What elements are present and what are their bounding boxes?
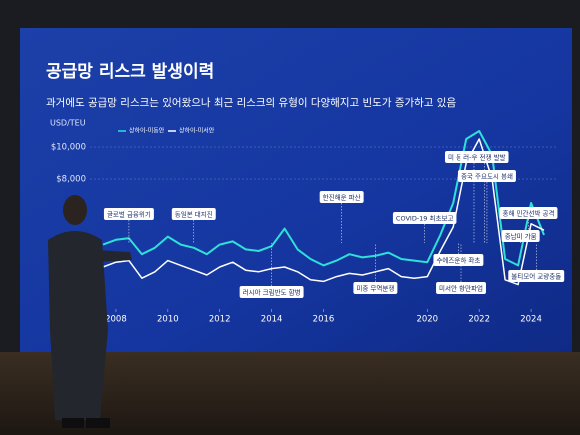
annotation-text: 볼티모어 교량충돌	[511, 272, 561, 281]
annotation-box	[239, 286, 304, 298]
annotation-box	[171, 208, 216, 220]
annotation: 미서안 항만파업	[436, 243, 486, 294]
annotation-box	[433, 254, 484, 266]
annotation-box	[457, 170, 516, 182]
annotation-text: 중국 주요도시 봉쇄	[461, 172, 513, 181]
y-axis-label: USD/TEU	[50, 119, 86, 128]
y-tick-label: $8,000	[56, 175, 86, 185]
title: 공급망 리스크 발생이력	[46, 62, 214, 82]
legend-label: 상하이-미동안	[129, 127, 165, 135]
annotation-box	[319, 191, 364, 203]
annotation-text: 미중 무역분쟁	[356, 284, 394, 293]
annotation-box	[501, 230, 540, 242]
annotation: 글로벌 금융위기	[103, 208, 154, 243]
annotation-text: 한진해운 파산	[323, 193, 361, 202]
annotation: 미중 무역분쟁	[353, 243, 398, 294]
annotation-box	[499, 207, 558, 219]
annotation: 러-우 전쟁 발발	[460, 151, 509, 243]
annotation-box	[392, 212, 457, 224]
annotation-box	[103, 208, 154, 220]
annotation-text: 러시아 크림반도 합병	[243, 288, 301, 297]
annotation-box	[353, 282, 398, 294]
x-tick-label: 2020	[416, 315, 438, 325]
y-tick-label: $10,000	[51, 143, 86, 153]
x-tick-label: 2008	[105, 315, 127, 325]
x-tick-label: 2014	[261, 315, 283, 325]
annotation-text: COVID-19 최초보고	[396, 214, 454, 223]
annotation: 동일본 대지진	[171, 208, 216, 243]
plot: $8,000 $10,000 2008 2010 2012 2014 2016 2020 202…	[51, 127, 565, 325]
annotation-box	[436, 282, 486, 294]
annotation: COVID-19 최초보고	[392, 212, 457, 243]
subtitle: 과거에도 공급망 리스크는 있어왔으나 최근 리스크의 유형이 다양해지고 빈도…	[46, 96, 456, 109]
annotation-box	[460, 151, 509, 163]
annotation-text: 중남미 가뭄	[505, 232, 537, 241]
annotation-text: 수에즈운하 좌초	[436, 256, 480, 265]
annotation: 중국 주요도시 봉쇄	[457, 170, 516, 243]
series-line	[102, 130, 545, 267]
x-tick-label: 2016	[313, 315, 335, 325]
x-tick-label: 2012	[209, 315, 231, 325]
annotation: 볼티모어 교량충돌	[508, 243, 565, 282]
annotation: 한진해운 파산	[319, 191, 364, 243]
annotation-text: 글로벌 금융위기	[107, 210, 151, 219]
annotation: 중남미 가뭄	[501, 230, 540, 243]
annotation-text: 홍해 민간선박 공격	[502, 209, 554, 218]
annotation-text: 러-우 전쟁 발발	[463, 153, 505, 162]
annotation-box	[508, 270, 565, 282]
annotation-text: 동일본 대지진	[175, 210, 213, 219]
x-tick-label: 2022	[468, 315, 490, 325]
annotation-text: 미서안 항만파업	[439, 284, 483, 293]
x-tick-label: 2010	[157, 315, 179, 325]
annotation: 수에즈운하 좌초	[433, 243, 484, 266]
presenter	[48, 195, 132, 428]
x-tick-label: 2024	[520, 315, 542, 325]
annotation: 러시아 크림반도 합병	[239, 243, 304, 298]
legend-label: 상하이-미서안	[179, 127, 215, 135]
